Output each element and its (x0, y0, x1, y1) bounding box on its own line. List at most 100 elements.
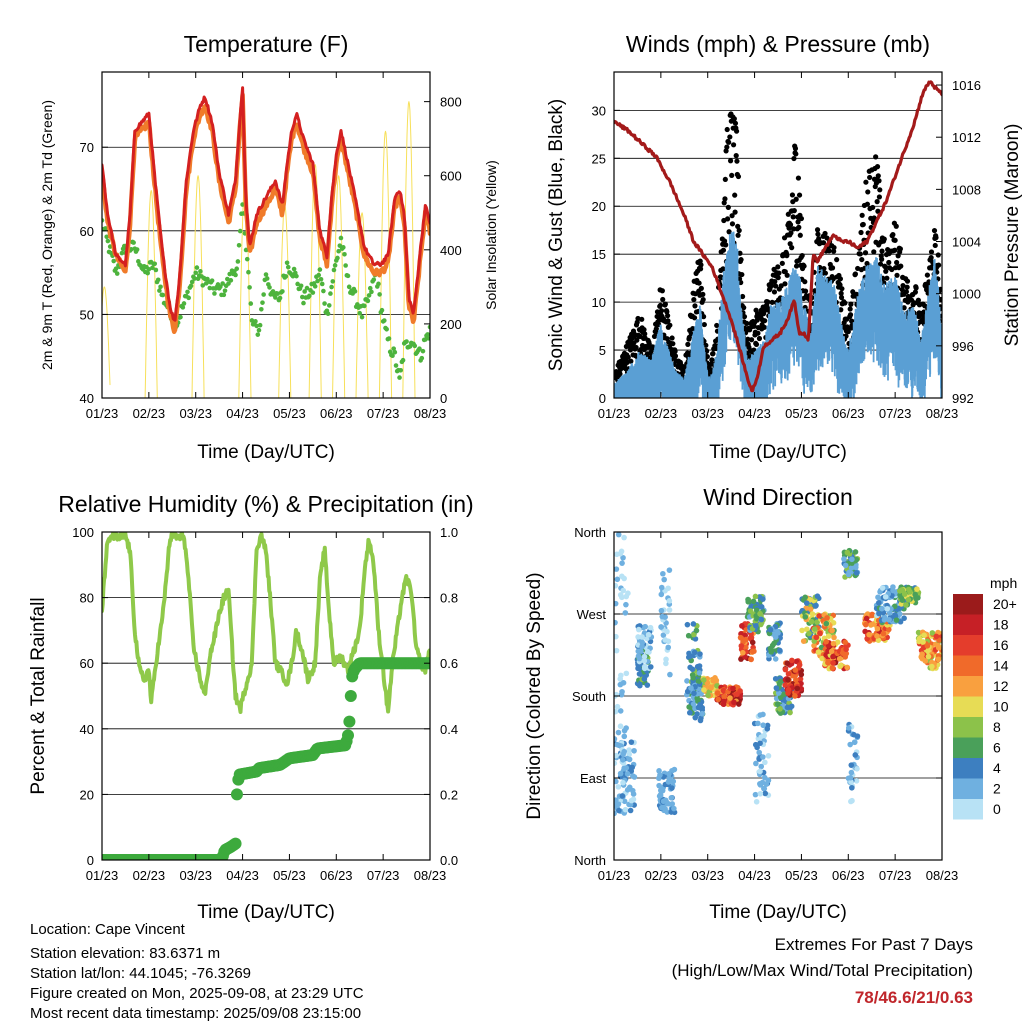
speed-legend-label: 0 (993, 801, 1001, 817)
gust-marker (796, 224, 802, 230)
direction-marker (849, 556, 855, 563)
direction-marker (614, 576, 621, 583)
direction-marker (658, 591, 665, 598)
dewpoint-marker (345, 273, 351, 279)
extremes-title: Extremes For Past 7 Days (774, 935, 973, 954)
gust-marker (722, 196, 728, 202)
gust-marker (838, 307, 844, 313)
gust-marker (756, 335, 763, 342)
gust-marker (792, 145, 799, 152)
gust-marker (822, 230, 828, 237)
temperature-ylabel: 2m & 9m T (Red, Orange) & 2m Td (Green) (39, 100, 55, 370)
direction-marker (807, 596, 813, 603)
direction-marker (671, 766, 678, 773)
solar-insolation-line (102, 286, 111, 386)
direction-marker (761, 732, 768, 739)
dewpoint-marker (104, 234, 109, 240)
direction-marker (627, 807, 634, 814)
gust-marker (721, 200, 727, 206)
gust-marker (790, 214, 796, 220)
winds-ytick-label: 5 (599, 343, 606, 358)
direction-marker (697, 651, 703, 657)
created-text: Figure created on Mon, 2025-09-08, at 23… (30, 985, 364, 1002)
direction-marker (772, 634, 779, 640)
gust-marker (814, 227, 821, 233)
extremes-values: 78/46.6/21/0.63 (854, 988, 973, 1007)
direction-marker (635, 634, 641, 640)
gust-marker (834, 257, 840, 263)
direction-marker (636, 671, 643, 677)
direction-marker (614, 778, 619, 785)
dewpoint-marker (277, 295, 283, 301)
direction-marker (620, 757, 626, 763)
direction-marker (635, 626, 642, 633)
dewpoint-marker (188, 283, 194, 289)
gust-marker (762, 318, 768, 324)
direction-marker (644, 682, 651, 688)
direction-marker (621, 798, 628, 805)
gust-marker (798, 215, 805, 222)
gust-marker (709, 357, 715, 363)
direction-marker (623, 670, 630, 677)
direction-marker (825, 633, 832, 639)
humidity-ytick-label: 80 (80, 591, 94, 606)
direction-marker (793, 676, 799, 683)
dewpoint-marker (244, 256, 250, 262)
gust-marker (651, 333, 658, 340)
direction-marker (688, 685, 694, 691)
dewpoint-marker (113, 266, 119, 271)
dewpoint-marker (338, 235, 344, 241)
direction-marker (933, 633, 940, 640)
winds-ytick-label: 25 (592, 151, 606, 166)
direction-marker (762, 759, 768, 766)
direction-marker (796, 662, 803, 668)
dewpoint-marker (160, 292, 166, 298)
direction-marker (657, 787, 664, 794)
dewpoint-marker (260, 300, 265, 305)
direction-marker (823, 620, 830, 627)
direction-marker (882, 594, 889, 600)
direction-marker (848, 769, 855, 776)
direction-marker (727, 695, 733, 701)
direction-marker (836, 655, 843, 662)
gust-marker (793, 196, 799, 202)
dewpoint-marker (384, 326, 389, 332)
humidity-xlabel: Time (Day/UTC) (197, 902, 335, 923)
direction-marker (829, 627, 835, 634)
direction-marker (875, 594, 881, 601)
gust-marker (729, 213, 735, 219)
winds-pressure-panel: 01/23 02/23 03/23 04/23 05/23 06/23 07/23 08/23… (546, 31, 1023, 463)
temperature-panel: 01/23 02/23 03/23 04/23 05/23 06/23 07/23 08/23… (39, 31, 499, 463)
direction-marker (866, 631, 872, 638)
gust-marker (782, 281, 788, 287)
gust-marker (664, 309, 670, 315)
direction-marker (618, 672, 624, 679)
dewpoint-marker (259, 306, 264, 312)
direction-marker (745, 598, 752, 605)
direction-marker (807, 606, 814, 612)
direction-marker (885, 626, 892, 633)
direction-marker (714, 690, 721, 696)
direction-marker (626, 747, 632, 753)
dewpoint-marker (400, 357, 406, 363)
dewpoint-marker (302, 289, 307, 294)
gust-marker (732, 209, 738, 215)
direction-marker (765, 753, 772, 759)
gust-marker (859, 256, 865, 263)
direction-marker (692, 636, 699, 642)
gust-marker (913, 285, 919, 291)
direction-marker (665, 644, 672, 651)
speed-legend-swatch (953, 737, 983, 758)
gust-marker (732, 120, 739, 126)
winds-ytick-label: 0 (599, 391, 606, 406)
direction-marker (903, 602, 909, 608)
gust-marker (738, 279, 744, 286)
humidity-ytick-label: 0 (87, 853, 94, 868)
gust-marker (723, 242, 729, 248)
dewpoint-marker (186, 295, 191, 301)
gust-marker (700, 314, 707, 320)
direction-marker (790, 672, 796, 679)
gust-marker (853, 291, 860, 297)
gust-marker (761, 324, 767, 330)
humidity-ytick-label: 40 (80, 722, 94, 737)
